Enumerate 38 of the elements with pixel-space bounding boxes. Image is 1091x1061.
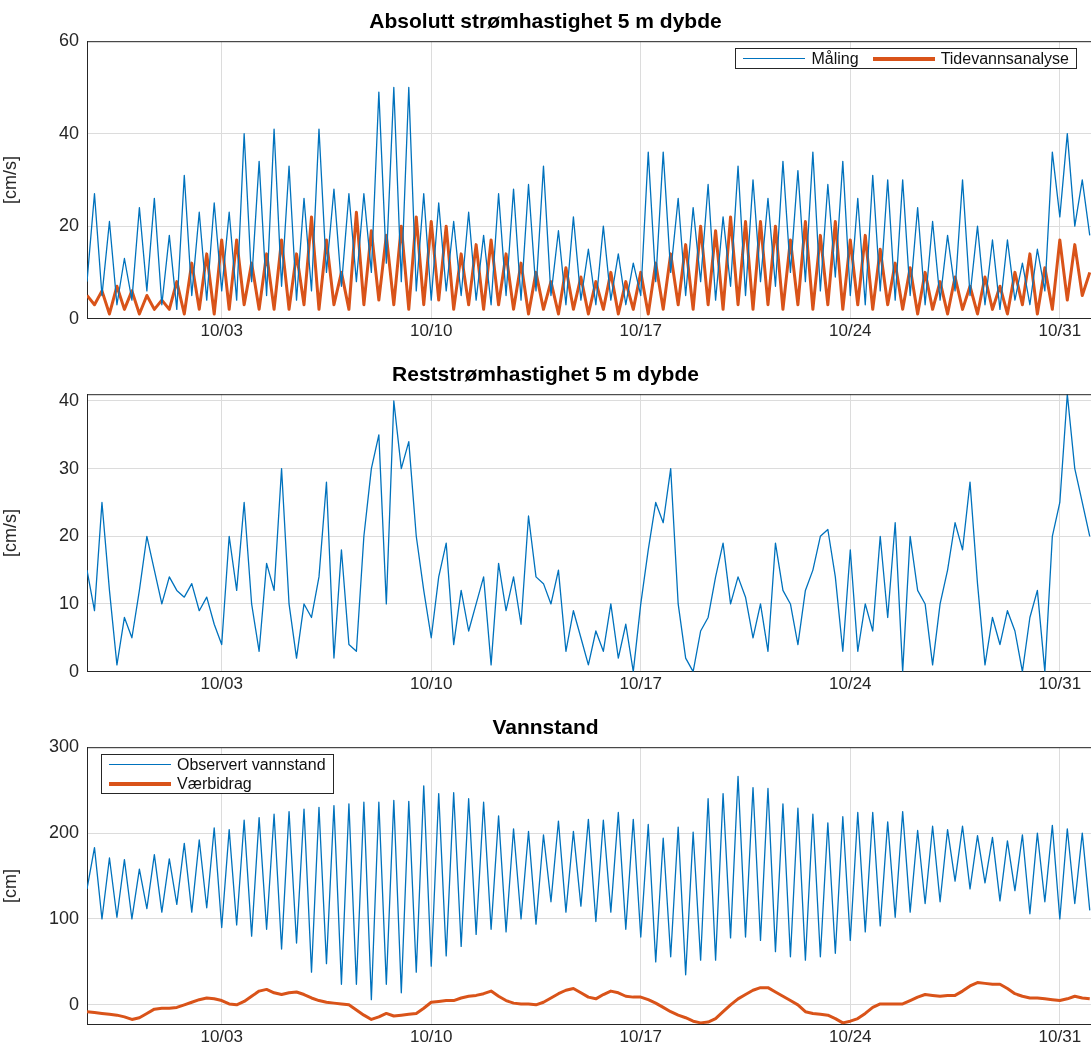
x-tick-label: 10/24 [829,674,872,694]
chart-title: Vannstand [492,715,599,739]
y-axis-title: [cm] [0,868,20,903]
y-tick-label: 20 [58,215,79,236]
x-tick-label: 10/31 [1038,1027,1082,1047]
y-tick-label: 60 [58,30,79,51]
legend-label: Observert vannstand [177,755,326,775]
y-tick-label: 40 [58,389,79,410]
x-tick-label: 10/03 [200,1027,243,1047]
y-axis-title: [cm/s] [0,508,20,557]
legend-label: Tidevannsanalyse [940,49,1069,69]
legend-label: Værbidrag [177,774,252,794]
x-tick-label: 10/17 [619,674,663,694]
legend-label: Måling [811,49,859,69]
y-tick-label: 0 [68,660,79,681]
x-tick-label: 10/24 [829,1027,872,1047]
x-tick-label: 10/17 [619,321,663,341]
y-tick-label: 100 [48,907,79,928]
x-tick-label: 10/10 [409,1027,453,1047]
x-tick-label: 10/03 [200,321,243,341]
x-tick-label: 10/24 [829,321,872,341]
x-tick-label: 10/17 [619,1027,663,1047]
y-tick-label: 10 [58,592,79,613]
y-tick-label: 30 [58,457,79,478]
y-tick-label: 300 [48,736,79,757]
x-tick-label: 10/10 [409,321,453,341]
chart-title: Absolutt strømhastighet 5 m dybde [369,9,722,33]
x-tick-label: 10/03 [200,674,243,694]
chart-title: Reststrømhastighet 5 m dybde [392,362,699,386]
x-tick-label: 10/10 [409,674,453,694]
y-tick-label: 0 [68,307,79,328]
x-tick-label: 10/31 [1038,321,1082,341]
y-axis-title: [cm/s] [0,155,20,204]
y-tick-label: 20 [58,525,79,546]
x-tick-label: 10/31 [1038,674,1082,694]
y-tick-label: 0 [68,993,79,1014]
y-tick-label: 200 [48,822,79,843]
y-tick-label: 40 [58,122,79,143]
